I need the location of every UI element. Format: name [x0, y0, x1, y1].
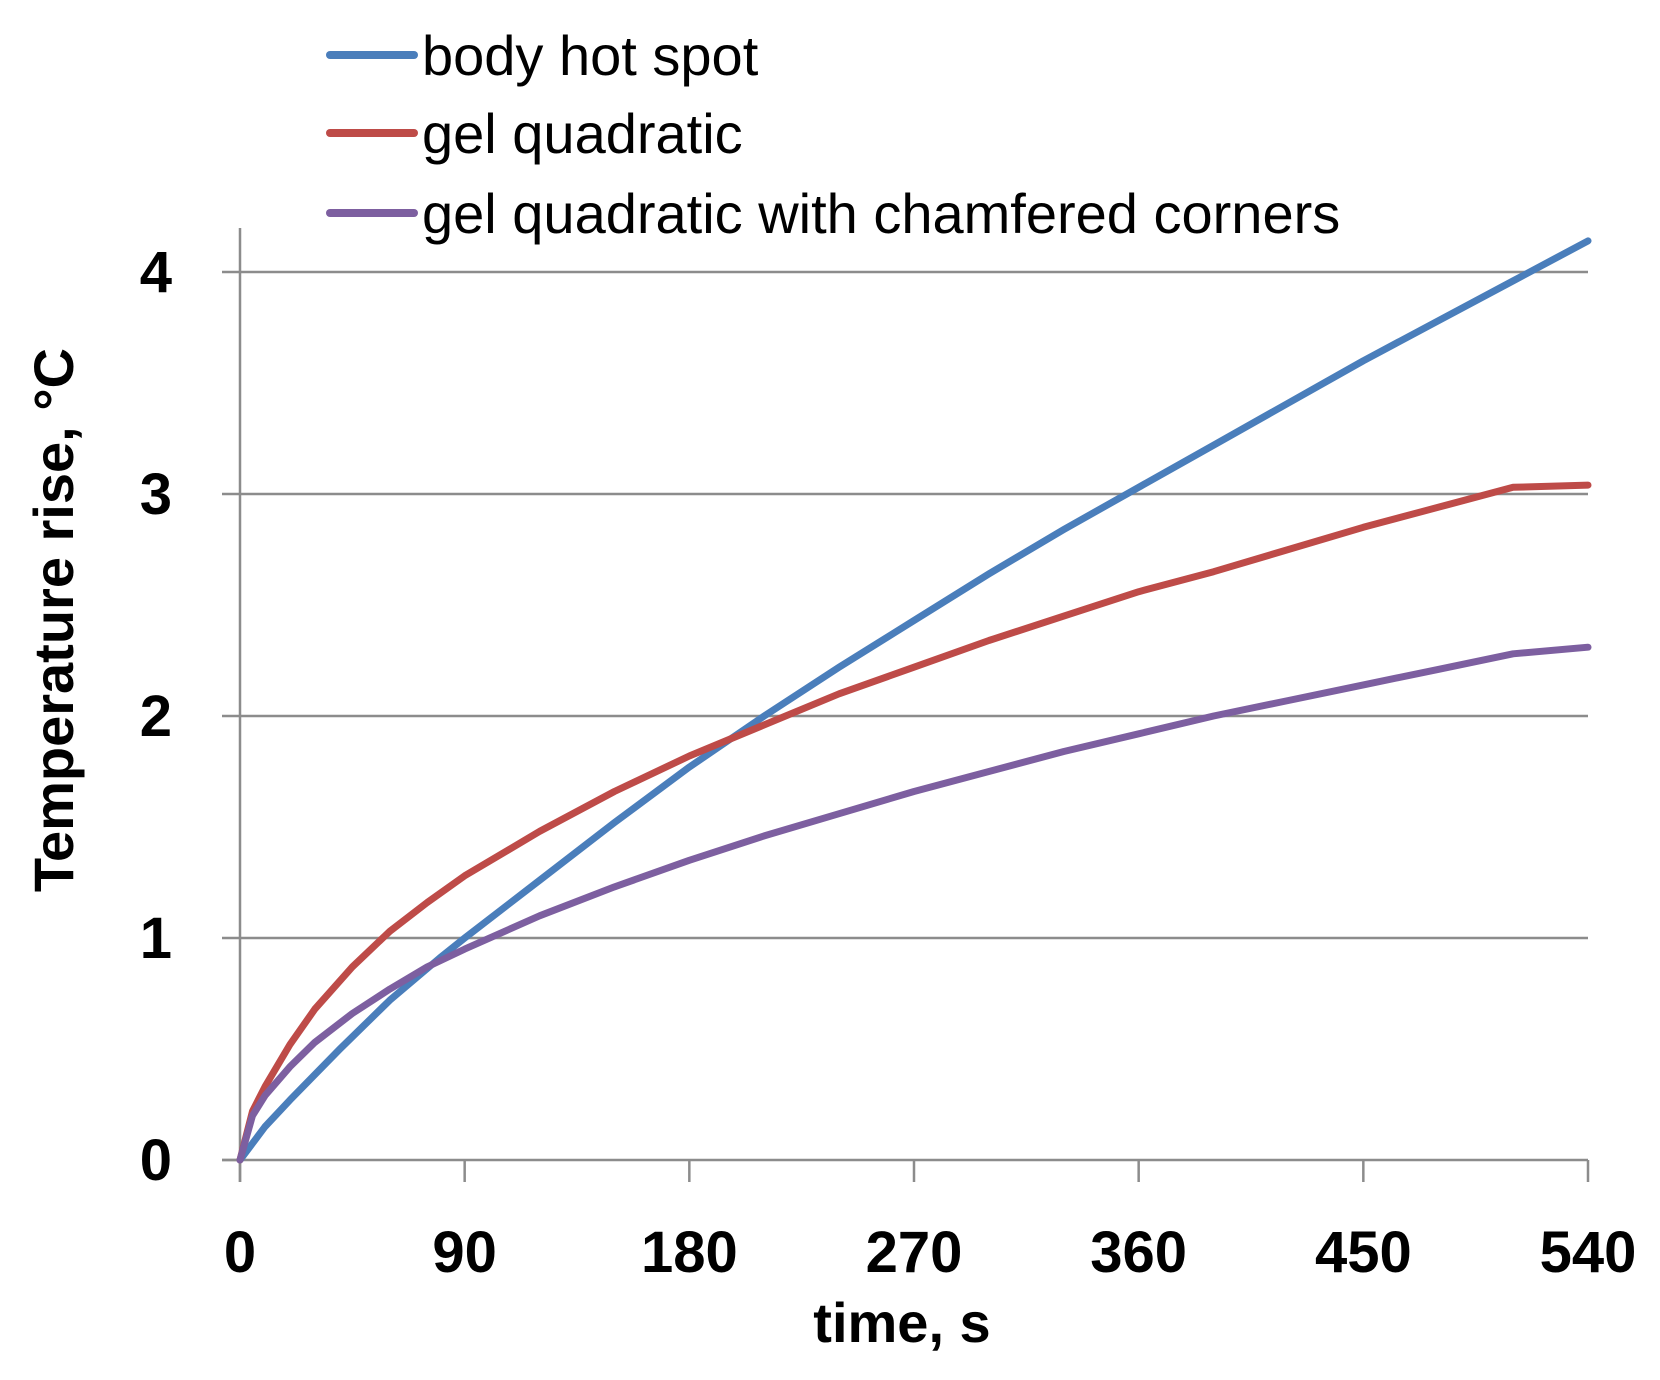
gridlines	[240, 270, 1588, 940]
x-tick-label-450: 450	[1315, 1220, 1412, 1285]
legend-label-3: gel quadratic with chamfered corners	[422, 182, 1340, 245]
x-tick-label-90: 90	[432, 1220, 497, 1285]
legend-label-2: gel quadratic	[422, 102, 743, 165]
series-line-2	[236, 481, 1592, 1164]
series-line-1	[236, 237, 1592, 1164]
legend-label-1: body hot spot	[422, 24, 759, 87]
y-tick-label-3: 3	[140, 462, 172, 527]
x-axis-title: time, s	[813, 1291, 990, 1354]
y-tick-label-0: 0	[140, 1128, 172, 1193]
legend: body hot spot gel quadratic gel quadratic …	[326, 24, 1340, 245]
series-line-3	[236, 643, 1592, 1164]
x-tick-label-180: 180	[641, 1220, 738, 1285]
y-tick-label-2: 2	[140, 684, 172, 749]
y-axis-title: Temperature rise, °C	[22, 348, 85, 892]
series-lines	[236, 237, 1592, 1164]
axes	[222, 228, 1590, 1182]
x-tick-label-0: 0	[224, 1220, 256, 1285]
x-tick-label-270: 270	[866, 1220, 963, 1285]
y-tick-label-1: 1	[140, 906, 172, 971]
y-tick-label-4: 4	[140, 240, 172, 305]
tick-labels: 0 1 2 3 4 0 90 180 270 360 450 540	[140, 240, 1637, 1285]
x-tick-label-360: 360	[1090, 1220, 1187, 1285]
x-tick-label-540: 540	[1540, 1220, 1637, 1285]
